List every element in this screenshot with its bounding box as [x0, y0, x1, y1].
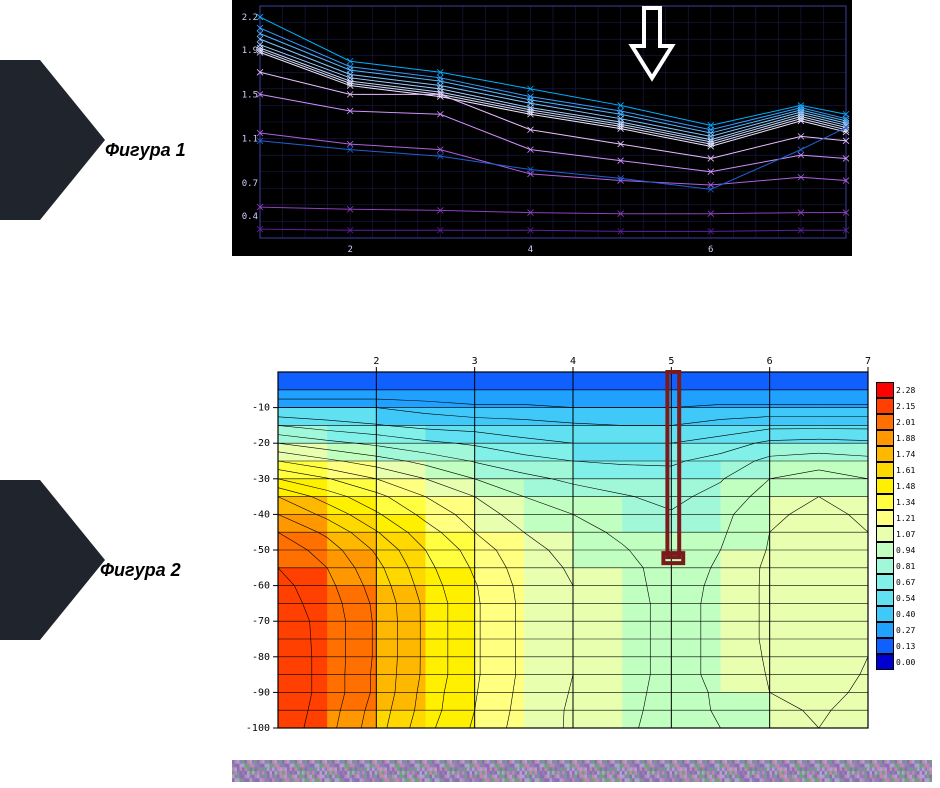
- chevron-shape-2: [0, 480, 110, 640]
- svg-text:-60: -60: [252, 581, 270, 592]
- legend-swatch: 1.48: [876, 478, 932, 494]
- svg-text:-30: -30: [252, 474, 270, 485]
- legend-swatch: 0.67: [876, 574, 932, 590]
- svg-text:0.4: 0.4: [242, 212, 258, 222]
- svg-text:1.9: 1.9: [242, 46, 258, 56]
- figure-2-legend: 2.282.152.011.881.741.611.481.341.211.07…: [876, 382, 932, 670]
- svg-text:5: 5: [668, 356, 674, 367]
- svg-text:-100: -100: [246, 723, 270, 732]
- figure-1-chart: 0.4 0.7 1.1 1.5 1.9 2.2 2 4 6: [232, 0, 852, 256]
- noise-strip: [232, 760, 932, 782]
- svg-text:-80: -80: [252, 652, 270, 663]
- legend-swatch: 1.61: [876, 462, 932, 478]
- svg-text:4: 4: [570, 356, 576, 367]
- svg-text:1.5: 1.5: [242, 90, 258, 100]
- svg-text:-70: -70: [252, 616, 270, 627]
- legend-swatch: 1.74: [876, 446, 932, 462]
- svg-text:-20: -20: [252, 438, 270, 449]
- figure-2-label: Фигура 2: [100, 560, 181, 581]
- svg-text:-40: -40: [252, 509, 270, 520]
- legend-swatch: 0.13: [876, 638, 932, 654]
- svg-text:-50: -50: [252, 545, 270, 556]
- svg-text:1.1: 1.1: [242, 135, 258, 145]
- legend-swatch: 0.40: [876, 606, 932, 622]
- svg-text:2: 2: [373, 356, 379, 367]
- legend-swatch: 2.28: [876, 382, 932, 398]
- svg-text:-90: -90: [252, 687, 270, 698]
- figure-1-label: Фигура 1: [105, 140, 186, 161]
- svg-text:3: 3: [472, 356, 478, 367]
- legend-swatch: 2.15: [876, 398, 932, 414]
- svg-text:4: 4: [528, 245, 533, 255]
- legend-swatch: 1.21: [876, 510, 932, 526]
- legend-swatch: 0.81: [876, 558, 932, 574]
- svg-text:2: 2: [347, 245, 352, 255]
- svg-text:2.2: 2.2: [242, 13, 258, 23]
- svg-text:0.7: 0.7: [242, 179, 258, 189]
- legend-swatch: 0.00: [876, 654, 932, 670]
- svg-text:-10: -10: [252, 403, 270, 414]
- legend-swatch: 0.94: [876, 542, 932, 558]
- legend-swatch: 0.27: [876, 622, 932, 638]
- legend-swatch: 2.01: [876, 414, 932, 430]
- svg-text:6: 6: [708, 245, 713, 255]
- legend-swatch: 1.07: [876, 526, 932, 542]
- legend-swatch: 1.34: [876, 494, 932, 510]
- figure-2-chart: 2 3 4 5 6 7 -10 -20 -30 -40 -50 -60 -70 -80 -90 -100 2.…: [232, 350, 932, 732]
- chevron-shape-1: [0, 60, 110, 220]
- legend-swatch: 1.88: [876, 430, 932, 446]
- svg-text:7: 7: [865, 356, 871, 367]
- svg-text:6: 6: [767, 356, 773, 367]
- legend-swatch: 0.54: [876, 590, 932, 606]
